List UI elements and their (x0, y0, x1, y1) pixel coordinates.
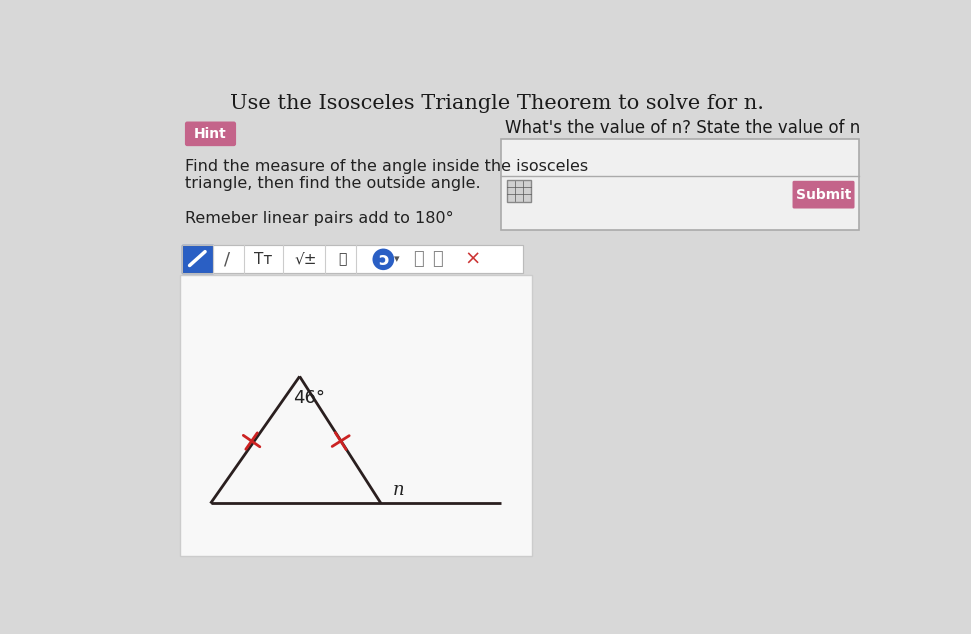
FancyBboxPatch shape (184, 122, 236, 146)
FancyBboxPatch shape (792, 181, 854, 209)
Text: ×: × (464, 250, 481, 269)
Text: 🖊: 🖊 (338, 252, 347, 266)
Text: Find the measure of the angle inside the isosceles: Find the measure of the angle inside the… (184, 159, 588, 174)
Text: /: / (223, 250, 230, 268)
Text: Tт: Tт (254, 252, 273, 267)
Bar (182, 245, 522, 273)
Bar (182, 245, 213, 273)
FancyBboxPatch shape (501, 139, 859, 230)
Text: Hint: Hint (194, 127, 227, 141)
Text: √±: √± (294, 252, 318, 267)
Text: ▾: ▾ (393, 254, 399, 264)
Bar (180, 275, 532, 556)
Text: Use the Isosceles Triangle Theorem to solve for n.: Use the Isosceles Triangle Theorem to so… (230, 94, 764, 112)
FancyBboxPatch shape (507, 180, 531, 202)
Text: triangle, then find the outside angle.: triangle, then find the outside angle. (184, 176, 481, 191)
Bar (213, 245, 522, 273)
Text: Remeber linear pairs add to 180°: Remeber linear pairs add to 180° (184, 211, 453, 226)
Text: n: n (392, 481, 404, 498)
Text: 46°: 46° (293, 389, 325, 407)
Circle shape (373, 249, 394, 270)
Text: ⌒: ⌒ (413, 250, 423, 268)
Text: Submit: Submit (796, 188, 852, 202)
Text: What's the value of n? State the value of n: What's the value of n? State the value o… (505, 119, 860, 138)
Text: ⌒: ⌒ (432, 250, 443, 268)
Text: ↄ: ↄ (378, 251, 388, 269)
